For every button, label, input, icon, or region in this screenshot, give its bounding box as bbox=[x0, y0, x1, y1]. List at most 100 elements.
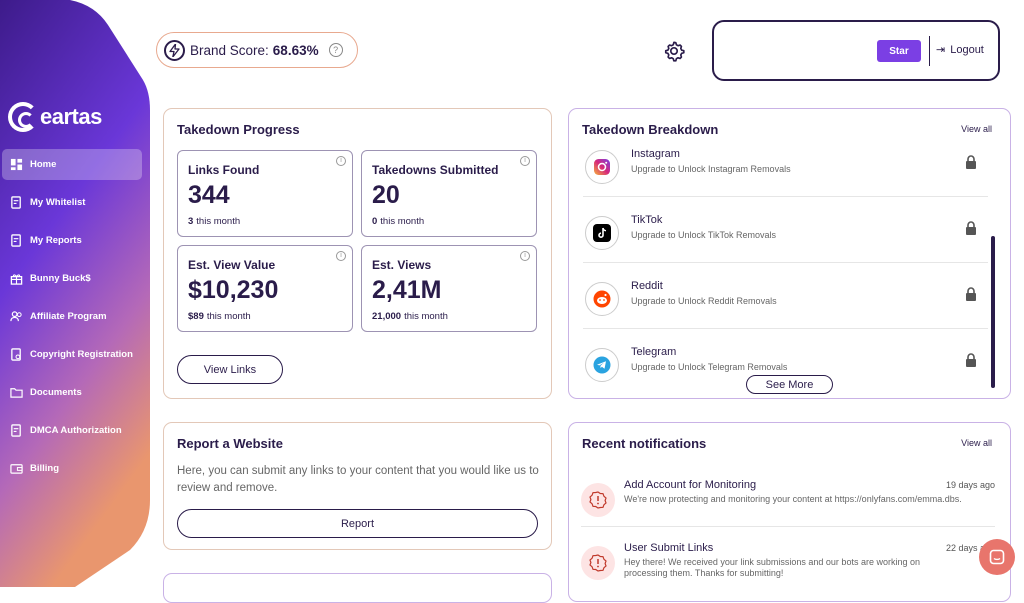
gear-icon[interactable] bbox=[663, 40, 685, 62]
stat-sub: 0 this month bbox=[372, 216, 424, 227]
stat-est-view-value: i Est. View Value $10,230 $89 this month bbox=[177, 245, 353, 332]
alert-icon bbox=[581, 546, 615, 580]
divider bbox=[583, 262, 988, 263]
view-all-link[interactable]: View all bbox=[961, 438, 992, 448]
platform-sub: Upgrade to Unlock Telegram Removals bbox=[631, 362, 788, 372]
sidebar-item-dmca-authorization[interactable]: DMCA Authorization bbox=[2, 415, 142, 446]
card-title: Recent notifications bbox=[582, 436, 707, 451]
sidebar-item-label: Billing bbox=[30, 463, 60, 474]
notification-text: We're now protecting and monitoring your… bbox=[624, 494, 962, 504]
sidebar-item-copyright-registration[interactable]: Copyright Registration bbox=[2, 339, 142, 370]
dashboard-icon bbox=[10, 158, 23, 171]
instagram-icon bbox=[585, 150, 619, 184]
notification-title: Add Account for Monitoring bbox=[624, 479, 757, 491]
notification-text: Hey there! We received your link submiss… bbox=[624, 557, 920, 578]
logo[interactable]: eartas bbox=[8, 102, 102, 132]
report-website-card: Report a Website Here, you can submit an… bbox=[163, 422, 552, 550]
lock-icon bbox=[966, 353, 976, 367]
gift-icon bbox=[10, 272, 23, 285]
platform-name: Telegram bbox=[631, 346, 677, 358]
divider bbox=[929, 36, 930, 66]
card-title: Takedown Progress bbox=[177, 122, 300, 137]
stat-count: 0 bbox=[372, 216, 378, 227]
platform-row-instagram: Instagram Upgrade to Unlock Instagram Re… bbox=[583, 142, 988, 208]
tiktok-icon bbox=[585, 216, 619, 250]
help-icon[interactable]: ? bbox=[328, 43, 343, 57]
view-all-link[interactable]: View all bbox=[961, 124, 992, 134]
logout-icon: ⇥ bbox=[936, 44, 946, 56]
info-icon[interactable]: i bbox=[520, 251, 530, 261]
telegram-icon bbox=[585, 348, 619, 382]
star-button[interactable]: Star bbox=[877, 40, 921, 62]
lock-icon bbox=[966, 287, 976, 301]
logout-button[interactable]: ⇥ Logout bbox=[936, 43, 984, 57]
brand-score-pill[interactable]: Brand Score: 68.63% ? bbox=[156, 32, 358, 68]
stat-links-found: i Links Found 344 3 this month bbox=[177, 150, 353, 237]
wallet-icon bbox=[10, 462, 23, 475]
platform-name: Reddit bbox=[631, 280, 663, 292]
scrollbar[interactable] bbox=[991, 236, 995, 388]
sidebar: eartas Home My Whitelist My Reports Bunn… bbox=[0, 0, 150, 587]
notification-item[interactable]: Add Account for Monitoring 19 days ago W… bbox=[581, 475, 995, 537]
platform-name: TikTok bbox=[631, 214, 663, 226]
platform-sub: Upgrade to Unlock Instagram Removals bbox=[631, 164, 791, 174]
sidebar-item-home[interactable]: Home bbox=[2, 149, 142, 180]
folder-icon bbox=[10, 386, 23, 399]
next-card bbox=[163, 573, 552, 603]
notification-date: 22 days ago bbox=[945, 543, 995, 553]
stat-value: 2,41M bbox=[372, 276, 442, 304]
users-icon bbox=[10, 310, 23, 323]
divider bbox=[581, 526, 995, 527]
view-links-button[interactable]: View Links bbox=[177, 355, 283, 384]
stat-title: Est. Views bbox=[372, 258, 432, 272]
sidebar-item-documents[interactable]: Documents bbox=[2, 377, 142, 408]
sidebar-item-label: Bunny Buck$ bbox=[30, 273, 91, 284]
info-icon[interactable]: i bbox=[520, 156, 530, 166]
stat-sub: 21,000 this month bbox=[372, 311, 448, 322]
reddit-icon bbox=[585, 282, 619, 316]
stat-count: 3 bbox=[188, 216, 194, 227]
user-menu: Star ⇥ Logout bbox=[712, 20, 1000, 81]
stat-suffix: this month bbox=[380, 216, 425, 227]
logout-label: Logout bbox=[950, 43, 984, 56]
lock-icon bbox=[966, 155, 976, 169]
brand-score-value: 68.63% bbox=[272, 42, 319, 58]
platform-row-telegram: Telegram Upgrade to Unlock Telegram Remo… bbox=[583, 340, 988, 398]
stat-sub: $89 this month bbox=[188, 311, 251, 322]
stat-count: 21,000 bbox=[372, 311, 402, 322]
platform-row-tiktok: TikTok Upgrade to Unlock TikTok Removals bbox=[583, 208, 988, 274]
document-icon bbox=[10, 348, 23, 361]
sidebar-item-my-reports[interactable]: My Reports bbox=[2, 225, 142, 256]
bolt-icon bbox=[164, 39, 185, 61]
notification-item[interactable]: User Submit Links 22 days ago Hey there!… bbox=[581, 538, 995, 600]
card-title: Takedown Breakdown bbox=[582, 122, 719, 137]
sidebar-item-label: My Whitelist bbox=[30, 197, 86, 208]
sidebar-nav: Home My Whitelist My Reports Bunny Buck$… bbox=[2, 149, 142, 491]
document-check-icon bbox=[10, 196, 23, 209]
platform-name: Instagram bbox=[631, 148, 680, 160]
logo-mark-icon bbox=[8, 102, 38, 132]
info-icon[interactable]: i bbox=[336, 156, 346, 166]
sidebar-item-label: Affiliate Program bbox=[30, 311, 107, 322]
stat-title: Takedowns Submitted bbox=[372, 163, 499, 177]
divider bbox=[583, 328, 988, 329]
stat-suffix: this month bbox=[404, 311, 448, 322]
platform-sub: Upgrade to Unlock TikTok Removals bbox=[631, 230, 777, 240]
notification-title: User Submit Links bbox=[624, 542, 714, 554]
sidebar-item-billing[interactable]: Billing bbox=[2, 453, 142, 484]
info-icon[interactable]: i bbox=[336, 251, 346, 261]
stat-value: 344 bbox=[188, 181, 230, 209]
sidebar-item-my-whitelist[interactable]: My Whitelist bbox=[2, 187, 142, 218]
sidebar-item-label: DMCA Authorization bbox=[30, 425, 122, 436]
stat-value: $10,230 bbox=[188, 276, 279, 304]
sidebar-item-label: My Reports bbox=[30, 235, 82, 246]
sidebar-item-affiliate-program[interactable]: Affiliate Program bbox=[2, 301, 142, 332]
alert-icon bbox=[581, 483, 615, 517]
sidebar-item-label: Home bbox=[30, 159, 57, 170]
chat-launcher-button[interactable] bbox=[979, 539, 1015, 575]
report-button[interactable]: Report bbox=[177, 509, 538, 538]
sidebar-item-bunny-bucks[interactable]: Bunny Buck$ bbox=[2, 263, 142, 294]
stat-sub: 3 this month bbox=[188, 216, 240, 227]
see-more-button[interactable]: See More bbox=[746, 375, 833, 394]
report-description: Here, you can submit any links to your c… bbox=[177, 465, 539, 494]
